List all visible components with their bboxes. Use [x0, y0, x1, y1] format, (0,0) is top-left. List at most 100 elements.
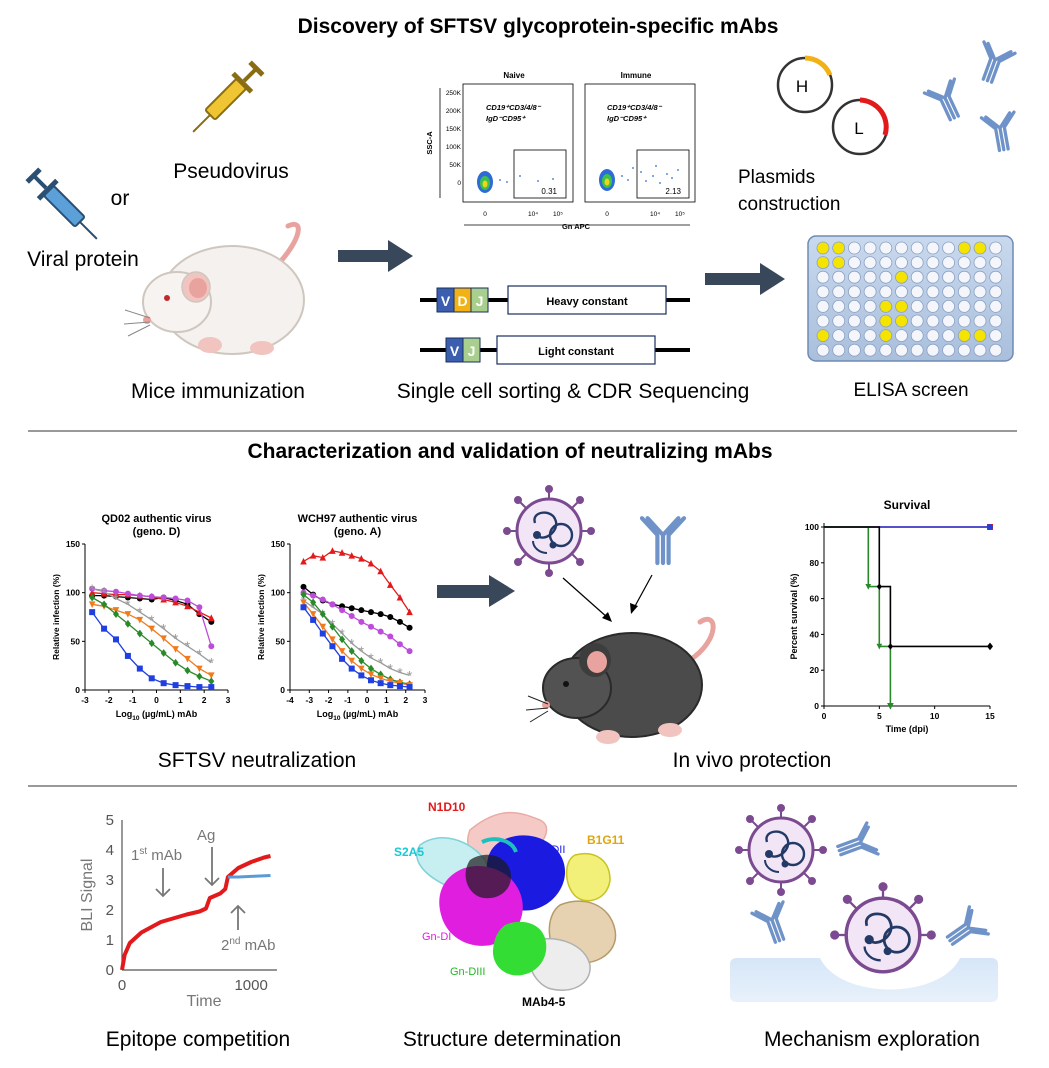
data-point [377, 675, 384, 682]
data-point [148, 625, 156, 633]
plasmids-label-1: Plasmids [738, 167, 815, 188]
elisa-well [879, 285, 893, 299]
facs-y-tick: 150K [446, 126, 462, 133]
data-point [348, 647, 355, 655]
y-tick-label: 150 [66, 539, 80, 549]
elisa-well [879, 343, 893, 357]
data-point [396, 593, 404, 601]
data-point [396, 641, 403, 648]
elisa-well [848, 343, 861, 357]
elisa-well [895, 285, 908, 299]
data-point [172, 595, 179, 602]
elisa-well [973, 299, 987, 313]
data-point: * [339, 626, 345, 642]
data-point [338, 549, 346, 556]
elisa-well [973, 241, 987, 255]
data-point [310, 598, 317, 607]
survival-point [876, 583, 882, 590]
section1-title: Discovery of SFTSV glycoprotein-specific… [298, 15, 779, 38]
x-tick-label: 2 [202, 695, 207, 705]
x-tick-label: 2 [403, 695, 408, 705]
label-gn-diii: Gn-DIII [450, 966, 485, 978]
data-point [112, 610, 119, 618]
plasmid-H-icon: H [776, 55, 834, 114]
facs-immune-gate-1: CD19⁺CD3/4/8⁻ [607, 103, 663, 112]
chart-title: (geno. A) [334, 526, 382, 538]
data-point [329, 622, 336, 631]
label-s2a5: S2A5 [394, 845, 424, 859]
y-tick-label: 50 [71, 636, 81, 646]
x-tick-label: -3 [81, 695, 89, 705]
elisa-well [910, 270, 924, 284]
light-J-label: J [468, 343, 476, 359]
data-point [358, 618, 365, 625]
facs-naive-title: Naive [503, 71, 525, 80]
elisa-label: ELISA screen [853, 380, 968, 401]
data-point: * [359, 643, 365, 659]
elisa-well [816, 329, 830, 343]
elisa-well [816, 256, 830, 270]
facs-x-tick: 10⁵ [675, 211, 685, 218]
elisa-well [863, 241, 877, 255]
elisa-well [816, 299, 830, 313]
data-point [368, 677, 374, 684]
x-tick-label: 1 [384, 695, 389, 705]
antibodies-icon [922, 40, 1022, 155]
data-point [89, 609, 96, 616]
facs-naive-gate-2: IgD⁻CD95⁺ [486, 114, 526, 123]
data-point [160, 594, 167, 601]
first-mab-label: 1st mAb [131, 846, 182, 864]
elisa-well [989, 241, 1003, 255]
elisa-plate [807, 235, 1014, 362]
data-point: * [173, 630, 179, 646]
viral-protein-syringe-icon [25, 167, 98, 240]
survival-line [824, 526, 990, 648]
bli-trace [120, 854, 271, 971]
data-point [208, 684, 215, 691]
data-point [406, 648, 413, 655]
elisa-well [957, 343, 971, 357]
elisa-well [973, 343, 987, 357]
data-point [396, 683, 403, 690]
elisa-well [942, 270, 955, 284]
data-point [101, 625, 108, 632]
elisa-well [910, 343, 924, 357]
data-point [196, 665, 203, 673]
data-point: * [197, 646, 203, 662]
data-point: * [137, 604, 143, 620]
elisa-well [863, 299, 877, 313]
facs-immune-pct: 2.13 [665, 187, 681, 196]
elisa-well [832, 256, 846, 270]
data-point [358, 665, 365, 673]
data-point [387, 614, 394, 620]
elisa-well [848, 314, 861, 328]
elisa-well [816, 285, 830, 299]
x-axis-label: Time [187, 993, 222, 1010]
heavy-chain-construct: V D J Heavy constant [420, 285, 690, 315]
elisa-well [973, 256, 987, 270]
data-point: * [397, 664, 403, 680]
x-tick-label: -3 [306, 695, 314, 705]
data-point [368, 623, 374, 630]
data-point [358, 607, 365, 614]
data-point [196, 672, 203, 681]
elisa-well [910, 241, 924, 255]
data-point [124, 619, 131, 628]
bli-competition-chart: 5 4 3 2 1 00 1000 BLI Signal Time 1st mAb Ag 2nd mA… [79, 812, 277, 1010]
elisa-well [926, 299, 940, 313]
elisa-well [926, 285, 940, 299]
data-point: * [209, 655, 215, 671]
x-tick-label: -2 [105, 695, 113, 705]
data-point [310, 616, 317, 623]
elisa-well [989, 270, 1003, 284]
data-point [319, 630, 326, 637]
heavy-J-segment [470, 287, 489, 313]
data-point: * [407, 667, 413, 683]
data-point [358, 656, 365, 665]
facs-immune-gate [636, 149, 690, 199]
neutralization-label: SFTSV neutralization [158, 749, 356, 772]
y-tick-label: 100 [66, 588, 80, 598]
elisa-well [989, 329, 1003, 343]
chart-title: QD02 authentic virus [101, 513, 211, 525]
elisa-well [863, 343, 877, 357]
